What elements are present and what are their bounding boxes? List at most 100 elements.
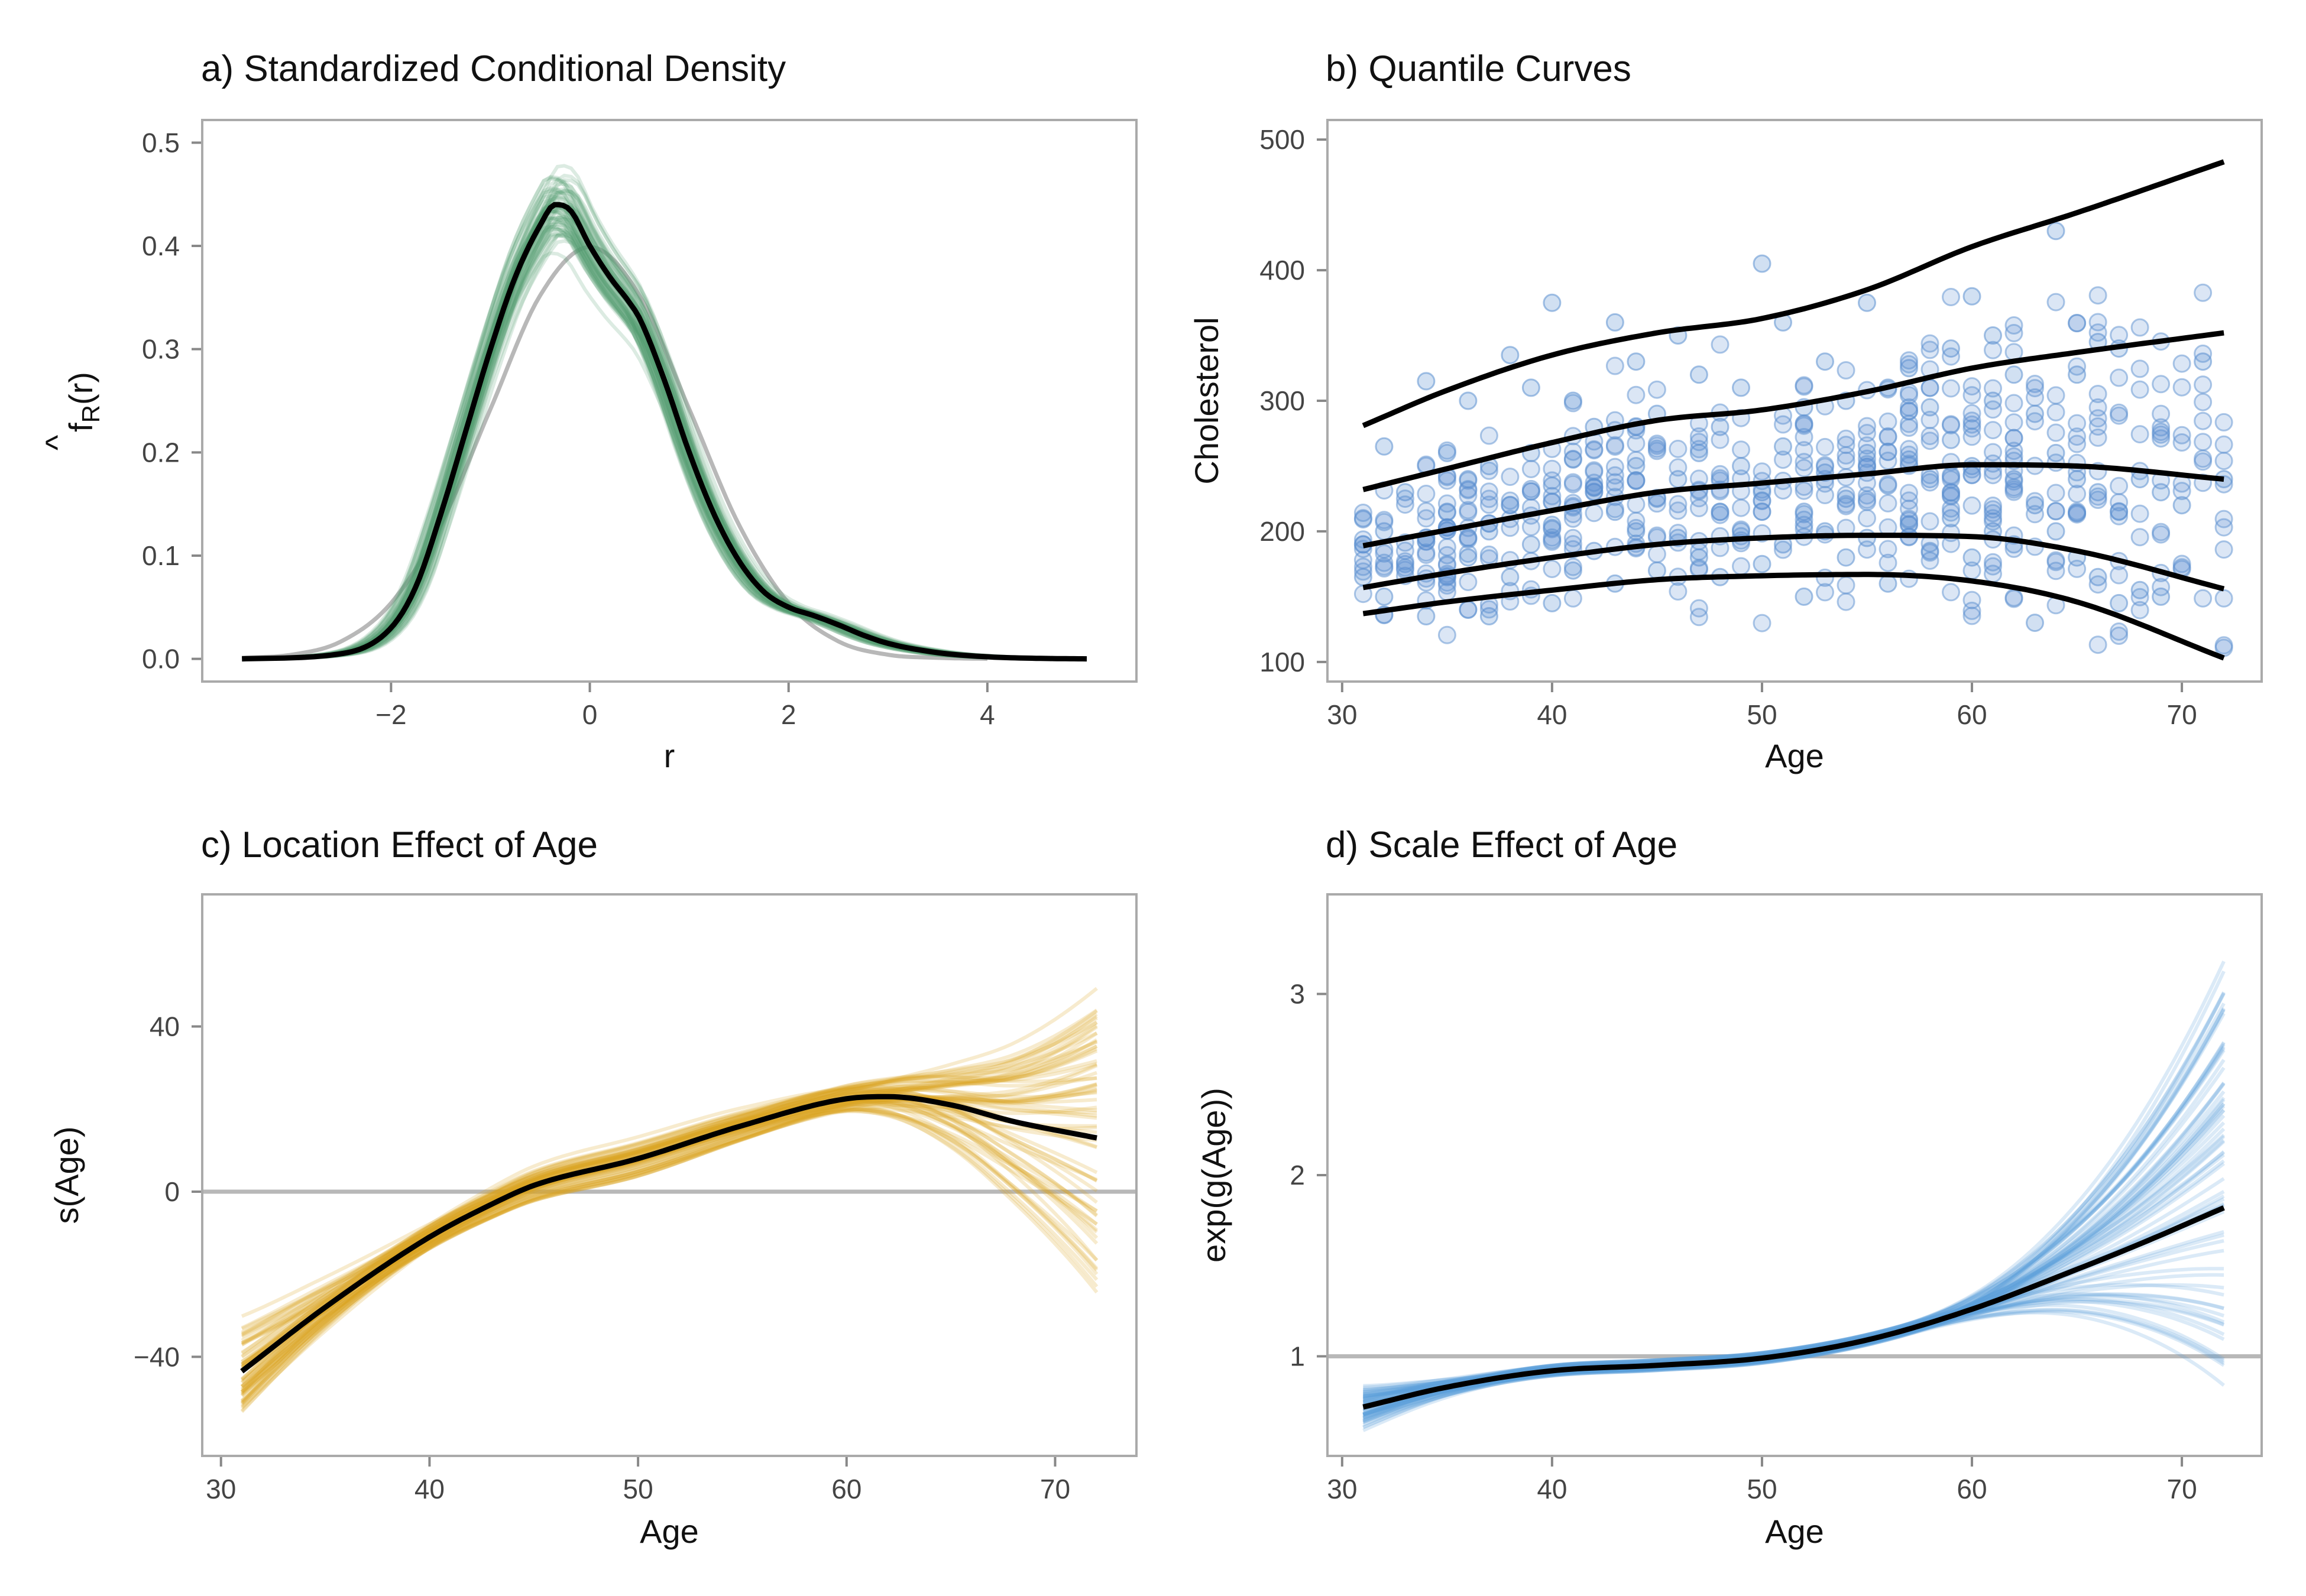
data-point <box>1879 494 1897 512</box>
data-point <box>1837 497 1855 515</box>
panel-d-x-tick-label: 70 <box>2166 1474 2197 1504</box>
panel-a-x-tick-label: −2 <box>375 699 406 730</box>
data-point <box>1479 489 1498 508</box>
data-point <box>2110 368 2129 387</box>
data-point <box>1521 535 1540 554</box>
posterior-sample-curve <box>241 1095 1098 1338</box>
data-point <box>1395 483 1414 502</box>
data-point <box>1605 313 1624 332</box>
data-point <box>2088 635 2107 654</box>
panel-b-y-tick-label: 400 <box>1259 255 1305 286</box>
location-effect-line <box>240 1094 1097 1374</box>
data-point <box>1669 495 1688 514</box>
data-point <box>1627 518 1646 537</box>
posterior-sample-curve <box>240 1031 1098 1410</box>
density-estimate-line <box>242 202 1087 662</box>
data-point <box>1920 427 1939 446</box>
panel-b-y-axis-label: Cholesterol <box>1188 317 1225 484</box>
data-point <box>1689 469 1708 488</box>
data-point <box>1984 379 2002 398</box>
data-point <box>1563 449 1582 468</box>
panel-b-frame <box>1326 119 2263 683</box>
data-point <box>1669 458 1688 477</box>
posterior-sample-curve <box>240 1040 1098 1387</box>
data-point <box>1900 398 1918 417</box>
data-point <box>1942 416 1960 434</box>
data-point <box>1900 515 1918 534</box>
data-point <box>1459 391 1478 410</box>
data-point <box>2110 593 2129 612</box>
data-point <box>1417 543 1436 562</box>
data-point <box>1942 499 1960 518</box>
data-point <box>1795 414 1813 433</box>
data-point <box>2172 482 2191 501</box>
posterior-sample-curve <box>241 1016 1098 1364</box>
data-point <box>1375 437 1394 456</box>
posterior-sample-curve <box>241 1063 1098 1369</box>
posterior-sample-curve <box>1362 1003 2226 1402</box>
posterior-sample-curve <box>1362 1150 2226 1416</box>
panel-d-x-tick-label: 30 <box>1327 1474 1357 1504</box>
data-point <box>2004 442 2023 460</box>
panel-c-y-tick-label: 40 <box>150 1011 180 1042</box>
panel-c-x-tick-label: 50 <box>623 1474 653 1504</box>
data-point <box>2214 540 2233 559</box>
posterior-sample-curve <box>1362 970 2226 1420</box>
data-point <box>2088 575 2107 594</box>
data-point <box>1459 573 1478 591</box>
data-point <box>2088 286 2107 305</box>
data-point <box>1417 502 1436 521</box>
data-point <box>2110 622 2129 641</box>
data-point <box>2152 525 2171 544</box>
posterior-sample-curve <box>241 1098 1098 1393</box>
data-point <box>1774 450 1792 469</box>
panel-a-y-tick-label: 0.0 <box>142 644 180 674</box>
data-point <box>2110 476 2129 495</box>
data-point <box>1521 378 1540 397</box>
data-point <box>2046 443 2065 462</box>
data-point <box>1395 541 1414 560</box>
data-point <box>2026 375 2044 393</box>
posterior-sample-curve <box>1362 1151 2225 1400</box>
data-point <box>1942 379 1960 398</box>
panel-a-y-tick-label: 0.1 <box>142 540 180 571</box>
data-point <box>1563 589 1582 608</box>
data-point <box>2046 423 2065 442</box>
data-point <box>1459 486 1478 505</box>
data-point <box>1627 457 1646 475</box>
data-point <box>2026 388 2044 407</box>
data-point <box>2194 589 2213 608</box>
panel-b-quantiles: b) Quantile Curves 30 40 50 60 70 100 200 300 40… <box>1188 48 2263 774</box>
data-point <box>1395 495 1414 514</box>
panel-b-x-tick-label: 60 <box>1957 699 1987 730</box>
panel-c-x-tick-label: 40 <box>414 1474 445 1504</box>
data-point <box>1711 505 1730 524</box>
posterior-sample-curve <box>241 1092 1097 1334</box>
data-point <box>1479 600 1498 619</box>
posterior-sample-curve <box>261 251 1087 661</box>
data-point <box>1816 352 1834 371</box>
data-point <box>1689 427 1708 446</box>
data-point <box>2152 418 2171 437</box>
posterior-sample-curve <box>1362 991 2226 1402</box>
posterior-sample-curve <box>240 1109 1099 1403</box>
data-point <box>1521 479 1540 498</box>
panel-a-y-tick-label: 0.5 <box>142 127 180 158</box>
data-point <box>2152 404 2171 423</box>
posterior-sample-curve <box>1362 961 2226 1416</box>
data-point <box>1837 446 1855 465</box>
data-point <box>2130 318 2149 337</box>
data-point <box>2110 326 2129 345</box>
data-point <box>1375 553 1394 572</box>
posterior-sample-curve <box>241 1089 1097 1365</box>
data-point <box>1543 293 1562 312</box>
posterior-sample-curve <box>241 1087 1098 1372</box>
data-point <box>2004 429 2023 447</box>
data-point <box>1459 528 1478 547</box>
data-point <box>1437 538 1456 557</box>
data-point <box>1375 559 1394 578</box>
data-point <box>1605 499 1624 518</box>
data-point <box>2068 559 2087 578</box>
posterior-sample-curve <box>1362 1082 2226 1425</box>
